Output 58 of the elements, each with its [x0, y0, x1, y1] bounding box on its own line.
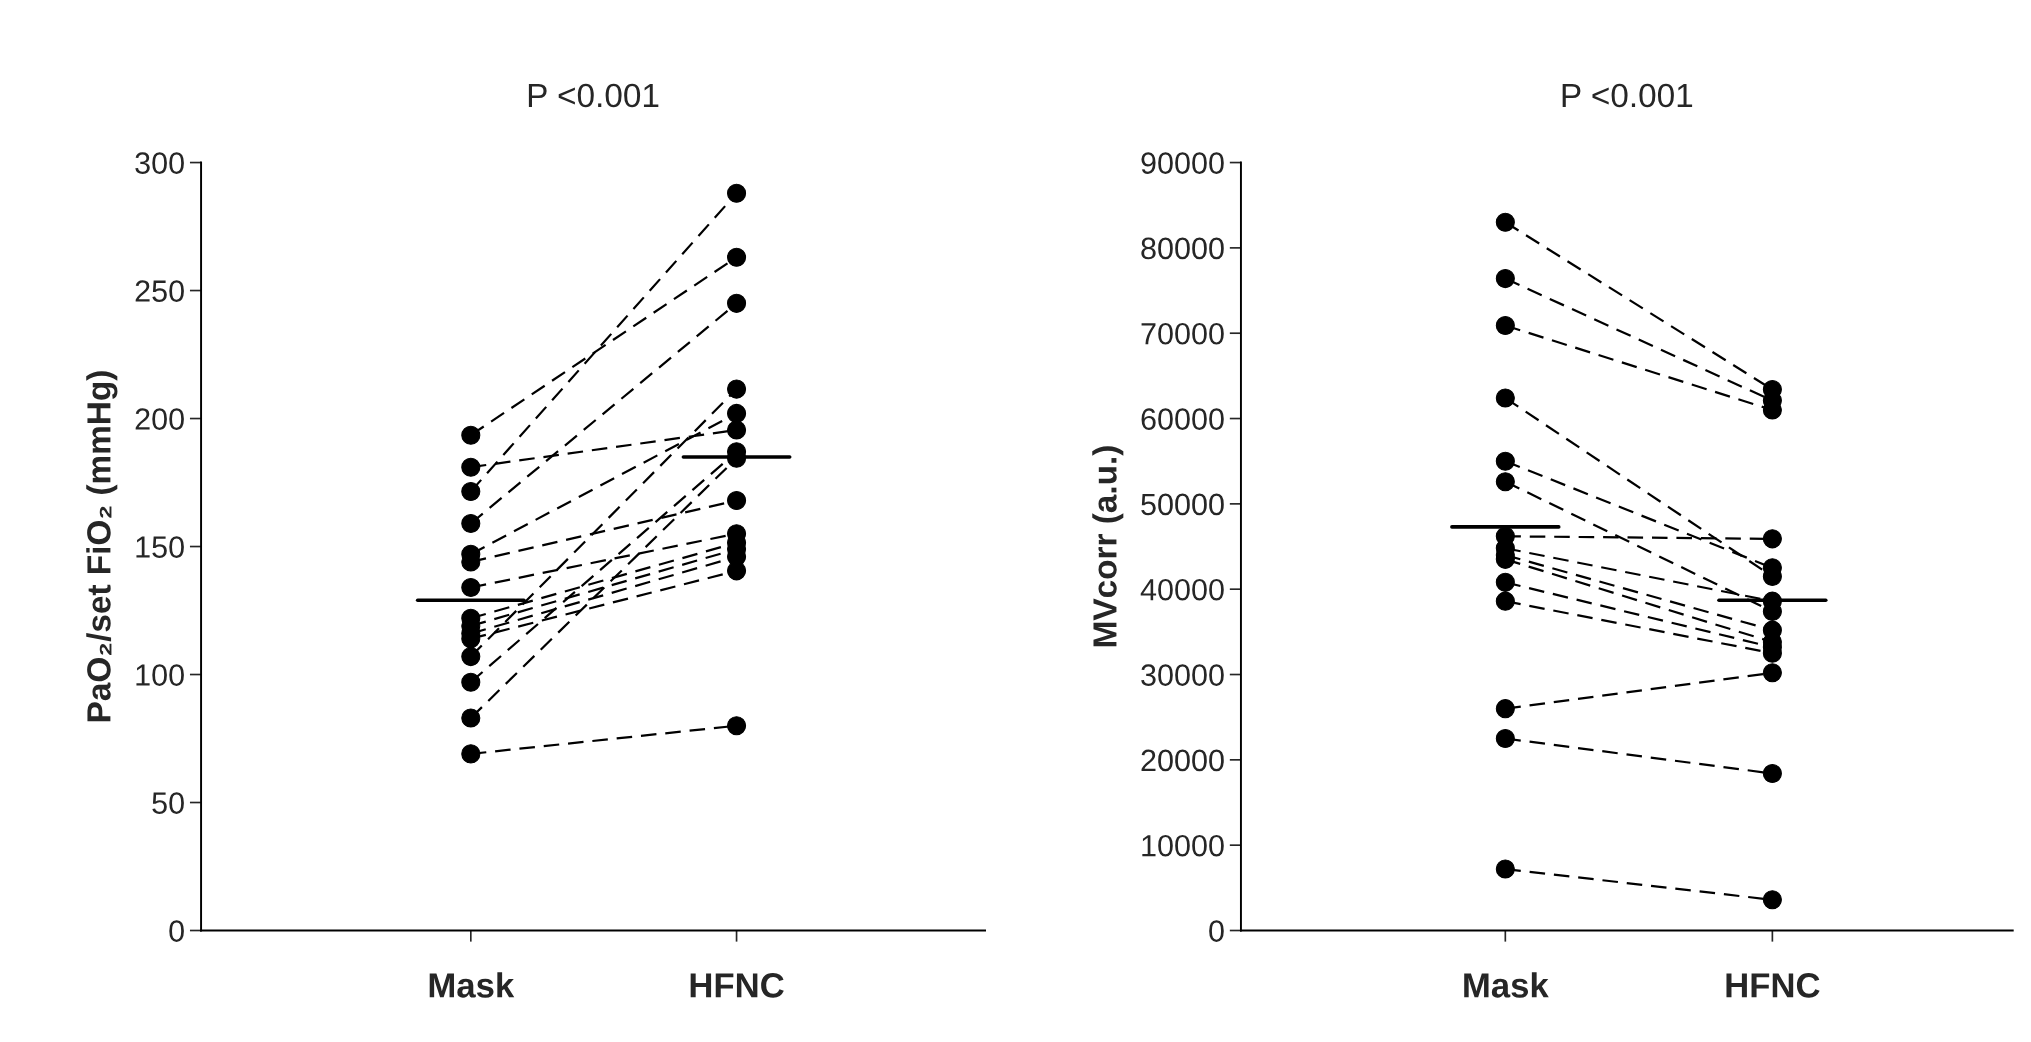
- x-tick-label: Mask: [429, 972, 515, 998]
- point: [727, 183, 747, 203]
- point: [461, 481, 481, 502]
- x-tick-label: HFNC: [690, 973, 784, 998]
- y-tick-label: 150: [136, 536, 184, 558]
- point: [1762, 890, 1782, 910]
- y-tick-label: 200: [135, 408, 184, 430]
- y-tick-label: 40000: [1140, 578, 1224, 601]
- point: [1495, 388, 1515, 408]
- y-tick-label: 60000: [1141, 408, 1224, 430]
- point: [1495, 212, 1515, 232]
- point: [1495, 699, 1515, 719]
- point: [727, 293, 747, 313]
- point: [727, 247, 747, 267]
- point: [461, 577, 481, 598]
- point: [461, 457, 481, 477]
- y-tick-label: 250: [135, 280, 184, 302]
- point: [727, 561, 747, 581]
- y-tick-label: 0: [1209, 920, 1224, 942]
- point: [461, 672, 481, 692]
- point: [461, 647, 481, 667]
- y-tick-label: 90000: [1141, 152, 1224, 174]
- point: [727, 420, 747, 440]
- point: [727, 490, 747, 510]
- point: [1495, 859, 1515, 879]
- y-tick-label: 50000: [1141, 493, 1224, 516]
- y-tick-label: 0: [169, 920, 184, 942]
- point: [1762, 663, 1782, 683]
- y-tick-label: 30000: [1141, 664, 1224, 686]
- point: [1495, 591, 1515, 611]
- point: [461, 513, 481, 534]
- y-tick-label: 80000: [1141, 237, 1224, 260]
- point: [1495, 451, 1515, 471]
- point: [727, 403, 747, 423]
- x-tick-label: Mask: [1464, 972, 1549, 998]
- point: [1495, 472, 1515, 492]
- point: [1495, 728, 1515, 749]
- y-tick-label: 50: [152, 792, 184, 814]
- chart-title: P <0.001: [1562, 83, 1693, 108]
- y-tick-label: 300: [135, 152, 184, 174]
- chart-title: P <0.001: [528, 83, 659, 108]
- x-tick-label: HFNC: [1726, 973, 1820, 998]
- y-tick-label: 20000: [1141, 749, 1224, 772]
- y-axis-title: MVcorr (a.u.): [1092, 446, 1124, 647]
- point: [1762, 763, 1782, 784]
- y-tick-label: 70000: [1141, 322, 1224, 345]
- y-tick-label: 10000: [1142, 834, 1224, 857]
- point: [461, 744, 481, 764]
- point: [1495, 572, 1515, 592]
- point: [1762, 529, 1782, 549]
- point: [727, 716, 747, 736]
- point: [1495, 315, 1515, 336]
- point: [461, 425, 481, 445]
- y-axis-title: PaO₂/set FiO₂ (mmHg): [86, 371, 118, 722]
- y-tick-label: 100: [136, 664, 184, 686]
- point: [1495, 269, 1515, 289]
- point: [727, 379, 747, 399]
- point: [461, 708, 481, 728]
